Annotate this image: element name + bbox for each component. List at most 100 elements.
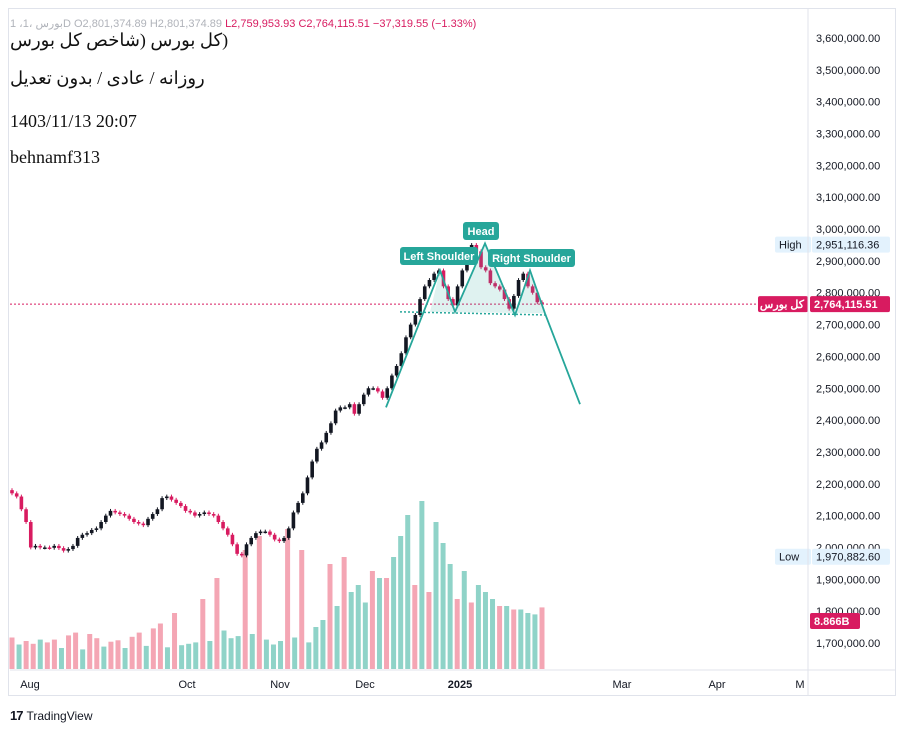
volume-bar [482, 592, 488, 669]
volume-bar [475, 585, 481, 669]
volume-bar [129, 636, 135, 669]
candle-body [94, 528, 99, 530]
volume-bar [228, 638, 234, 669]
candle-body [14, 493, 19, 497]
low-value: 1,970,882.60 [816, 552, 880, 564]
candle-body [61, 548, 66, 551]
candle-body [376, 388, 380, 392]
candle-body [169, 496, 174, 500]
chart-author: behnamf313 [10, 147, 100, 167]
candle-body [404, 337, 408, 354]
candle-body [512, 295, 516, 309]
candle-body [493, 283, 497, 287]
y-tick-label: 2,700,000.00 [816, 320, 880, 332]
candle-body [38, 545, 42, 548]
candle-body [268, 531, 272, 535]
candle-body [319, 442, 324, 449]
candle-body [10, 490, 14, 494]
candle-body [380, 391, 385, 398]
volume-bar [426, 592, 432, 669]
candle-body [272, 534, 277, 540]
left-shoulder-label: Left Shoulder [404, 251, 476, 263]
x-tick-label: Nov [270, 679, 290, 691]
volume-bar [172, 613, 178, 669]
volume-bar [320, 620, 326, 669]
candle-body [24, 509, 28, 522]
right-shoulder-label: Right Shoulder [492, 253, 572, 265]
time-axis[interactable]: Aug Oct Nov Dec 2025 Mar Apr M [20, 679, 804, 691]
volume-bar [221, 630, 227, 669]
high-value: H2,801,374.89 [149, 18, 222, 30]
chart-subtitle: روزانه / عادی / بدون تعدیل [10, 68, 205, 88]
volume-bar [193, 642, 199, 669]
y-tick-label: 1,900,000.00 [816, 574, 880, 586]
x-tick-label: Aug [20, 679, 40, 691]
low-value-bg [812, 548, 890, 565]
candle-body [502, 289, 507, 300]
candle-body [338, 407, 343, 411]
volume-bar [249, 634, 255, 669]
head-label-bg [463, 222, 499, 240]
volume-bar [292, 637, 298, 669]
volume-bar [299, 550, 305, 669]
candle-body [57, 545, 61, 549]
candle-body [19, 496, 24, 510]
candle-body [385, 388, 390, 398]
candle-body [460, 270, 465, 287]
volume-bar [391, 557, 397, 669]
volume-bar [58, 648, 64, 669]
candle-body [207, 512, 211, 515]
candle-body [300, 493, 305, 503]
candle-body [202, 512, 207, 515]
volume-bar [511, 609, 517, 669]
candle-body [282, 537, 286, 542]
volume-bar [504, 606, 510, 669]
y-tick-label: 2,900,000.00 [816, 256, 880, 268]
candle-body [188, 510, 193, 513]
volume-bar [376, 578, 382, 669]
candle-body [521, 273, 526, 280]
candle-body [305, 477, 310, 494]
volume-bar [73, 632, 79, 669]
candle-body [150, 514, 155, 519]
volume-bar [150, 628, 156, 669]
candle-body [113, 510, 117, 513]
candle-body [193, 512, 197, 516]
volume-bar [341, 557, 347, 669]
volume-bar [122, 648, 128, 669]
volume-bar [468, 602, 474, 669]
price-axis[interactable]: 3,600,000.00 3,500,000.00 3,400,000.00 3,30… [816, 33, 880, 650]
ohlc-readout: 1 ،بورس ،1D O2,801,374.89 H2,801,374.89 … [10, 17, 476, 30]
candle-body [52, 545, 57, 548]
volume-bar [186, 643, 192, 669]
volume-bar [200, 599, 206, 669]
volume-bar [66, 635, 72, 669]
volume-bar [405, 515, 411, 669]
y-tick-label: 2,100,000.00 [816, 511, 880, 523]
x-tick-label: Dec [355, 679, 375, 691]
candle-body [197, 514, 202, 516]
volume-value: 8.866B [814, 616, 850, 628]
volume-bar [30, 643, 36, 669]
volume-layer [9, 501, 545, 669]
candle-body [146, 518, 150, 526]
head-shoulders-pattern[interactable]: Left Shoulder Head Right Shoulder [385, 222, 581, 408]
y-tick-label: 3,000,000.00 [816, 224, 880, 236]
y-tick-label: 3,600,000.00 [816, 33, 880, 45]
volume-bar [44, 642, 50, 669]
volume-bar [327, 564, 333, 669]
volume-bar [539, 607, 545, 669]
volume-bar [263, 639, 269, 669]
volume-bar [412, 585, 418, 669]
volume-bar [87, 634, 93, 669]
head-label: Head [468, 226, 495, 238]
candle-body [118, 512, 122, 515]
right-shoulder-label-bg [488, 249, 575, 267]
candle-body [535, 292, 540, 303]
candle-body [413, 315, 418, 325]
volume-bar [440, 543, 446, 669]
tradingview-brand[interactable]: 17 TradingView [10, 708, 93, 723]
candle-body [333, 410, 338, 424]
candle-body [211, 514, 216, 516]
